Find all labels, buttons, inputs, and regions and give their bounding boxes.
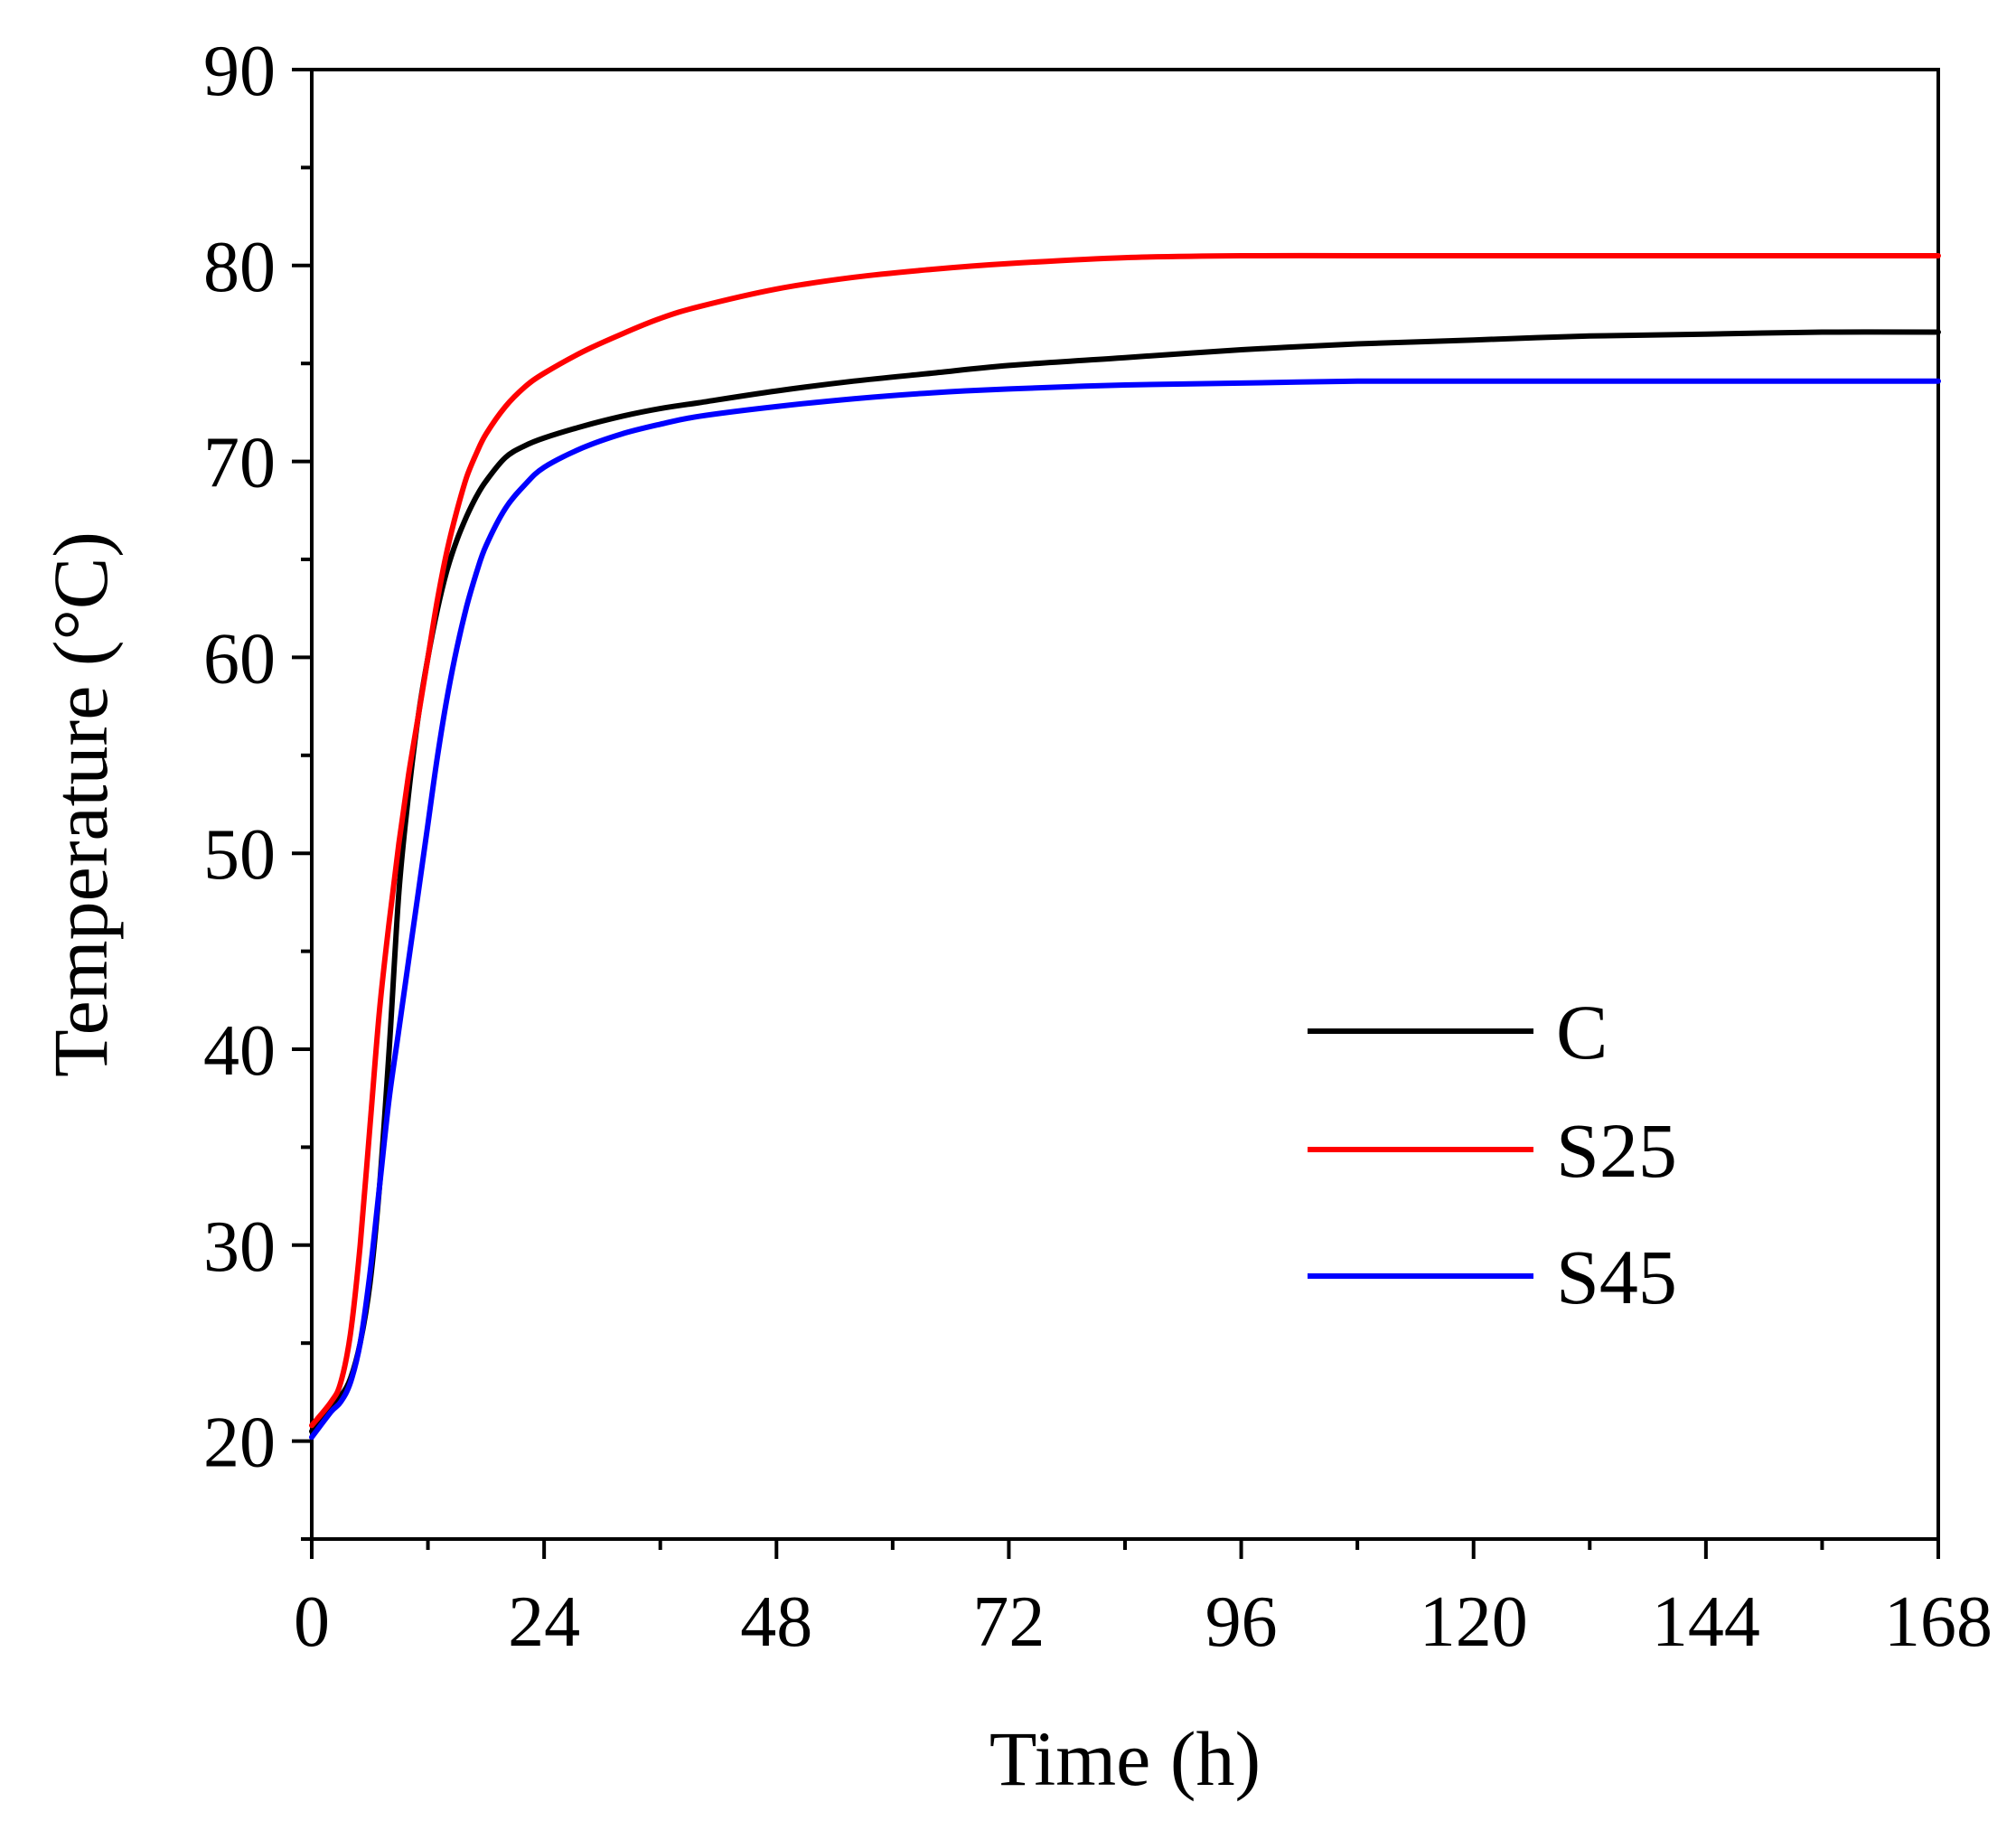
plot-border bbox=[310, 68, 1940, 1541]
y-tick-label: 90 bbox=[203, 32, 276, 111]
x-tick-label: 120 bbox=[1420, 1582, 1528, 1662]
y-axis: 20 30 40 50 60 70 80 90 bbox=[203, 32, 312, 1541]
x-tick-label: 96 bbox=[1205, 1582, 1278, 1662]
y-tick-label: 40 bbox=[203, 1011, 276, 1091]
x-tick-label: 144 bbox=[1652, 1582, 1760, 1662]
plot-frame bbox=[310, 68, 1940, 1541]
legend-label-s45: S45 bbox=[1556, 1234, 1677, 1320]
series-line-c bbox=[309, 329, 1941, 1434]
x-tick-label: 72 bbox=[972, 1582, 1045, 1662]
x-tick-label: 24 bbox=[508, 1582, 580, 1662]
y-tick-label: 50 bbox=[203, 815, 276, 895]
legend-label-s25: S25 bbox=[1556, 1107, 1677, 1194]
y-tick-label: 70 bbox=[203, 424, 276, 503]
legend: C S25 S45 bbox=[1308, 989, 1677, 1320]
y-axis-title: Temperature (°C) bbox=[37, 531, 124, 1077]
y-tick-label: 60 bbox=[203, 619, 276, 699]
x-tick-label: 168 bbox=[1884, 1582, 1993, 1662]
x-axis: 0 24 48 72 96 120 144 168 bbox=[294, 1539, 1993, 1662]
x-tick-label: 48 bbox=[740, 1582, 812, 1662]
legend-label-c: C bbox=[1556, 989, 1608, 1075]
y-tick-label: 30 bbox=[203, 1207, 276, 1287]
series-line-s25 bbox=[309, 252, 1941, 1429]
y-tick-label: 20 bbox=[203, 1403, 276, 1483]
y-tick-label: 80 bbox=[203, 228, 276, 307]
series-layer bbox=[309, 252, 1941, 1441]
series-line-s45 bbox=[309, 378, 1941, 1441]
x-axis-title: Time (h) bbox=[989, 1715, 1261, 1802]
x-tick-label: 0 bbox=[294, 1582, 330, 1662]
